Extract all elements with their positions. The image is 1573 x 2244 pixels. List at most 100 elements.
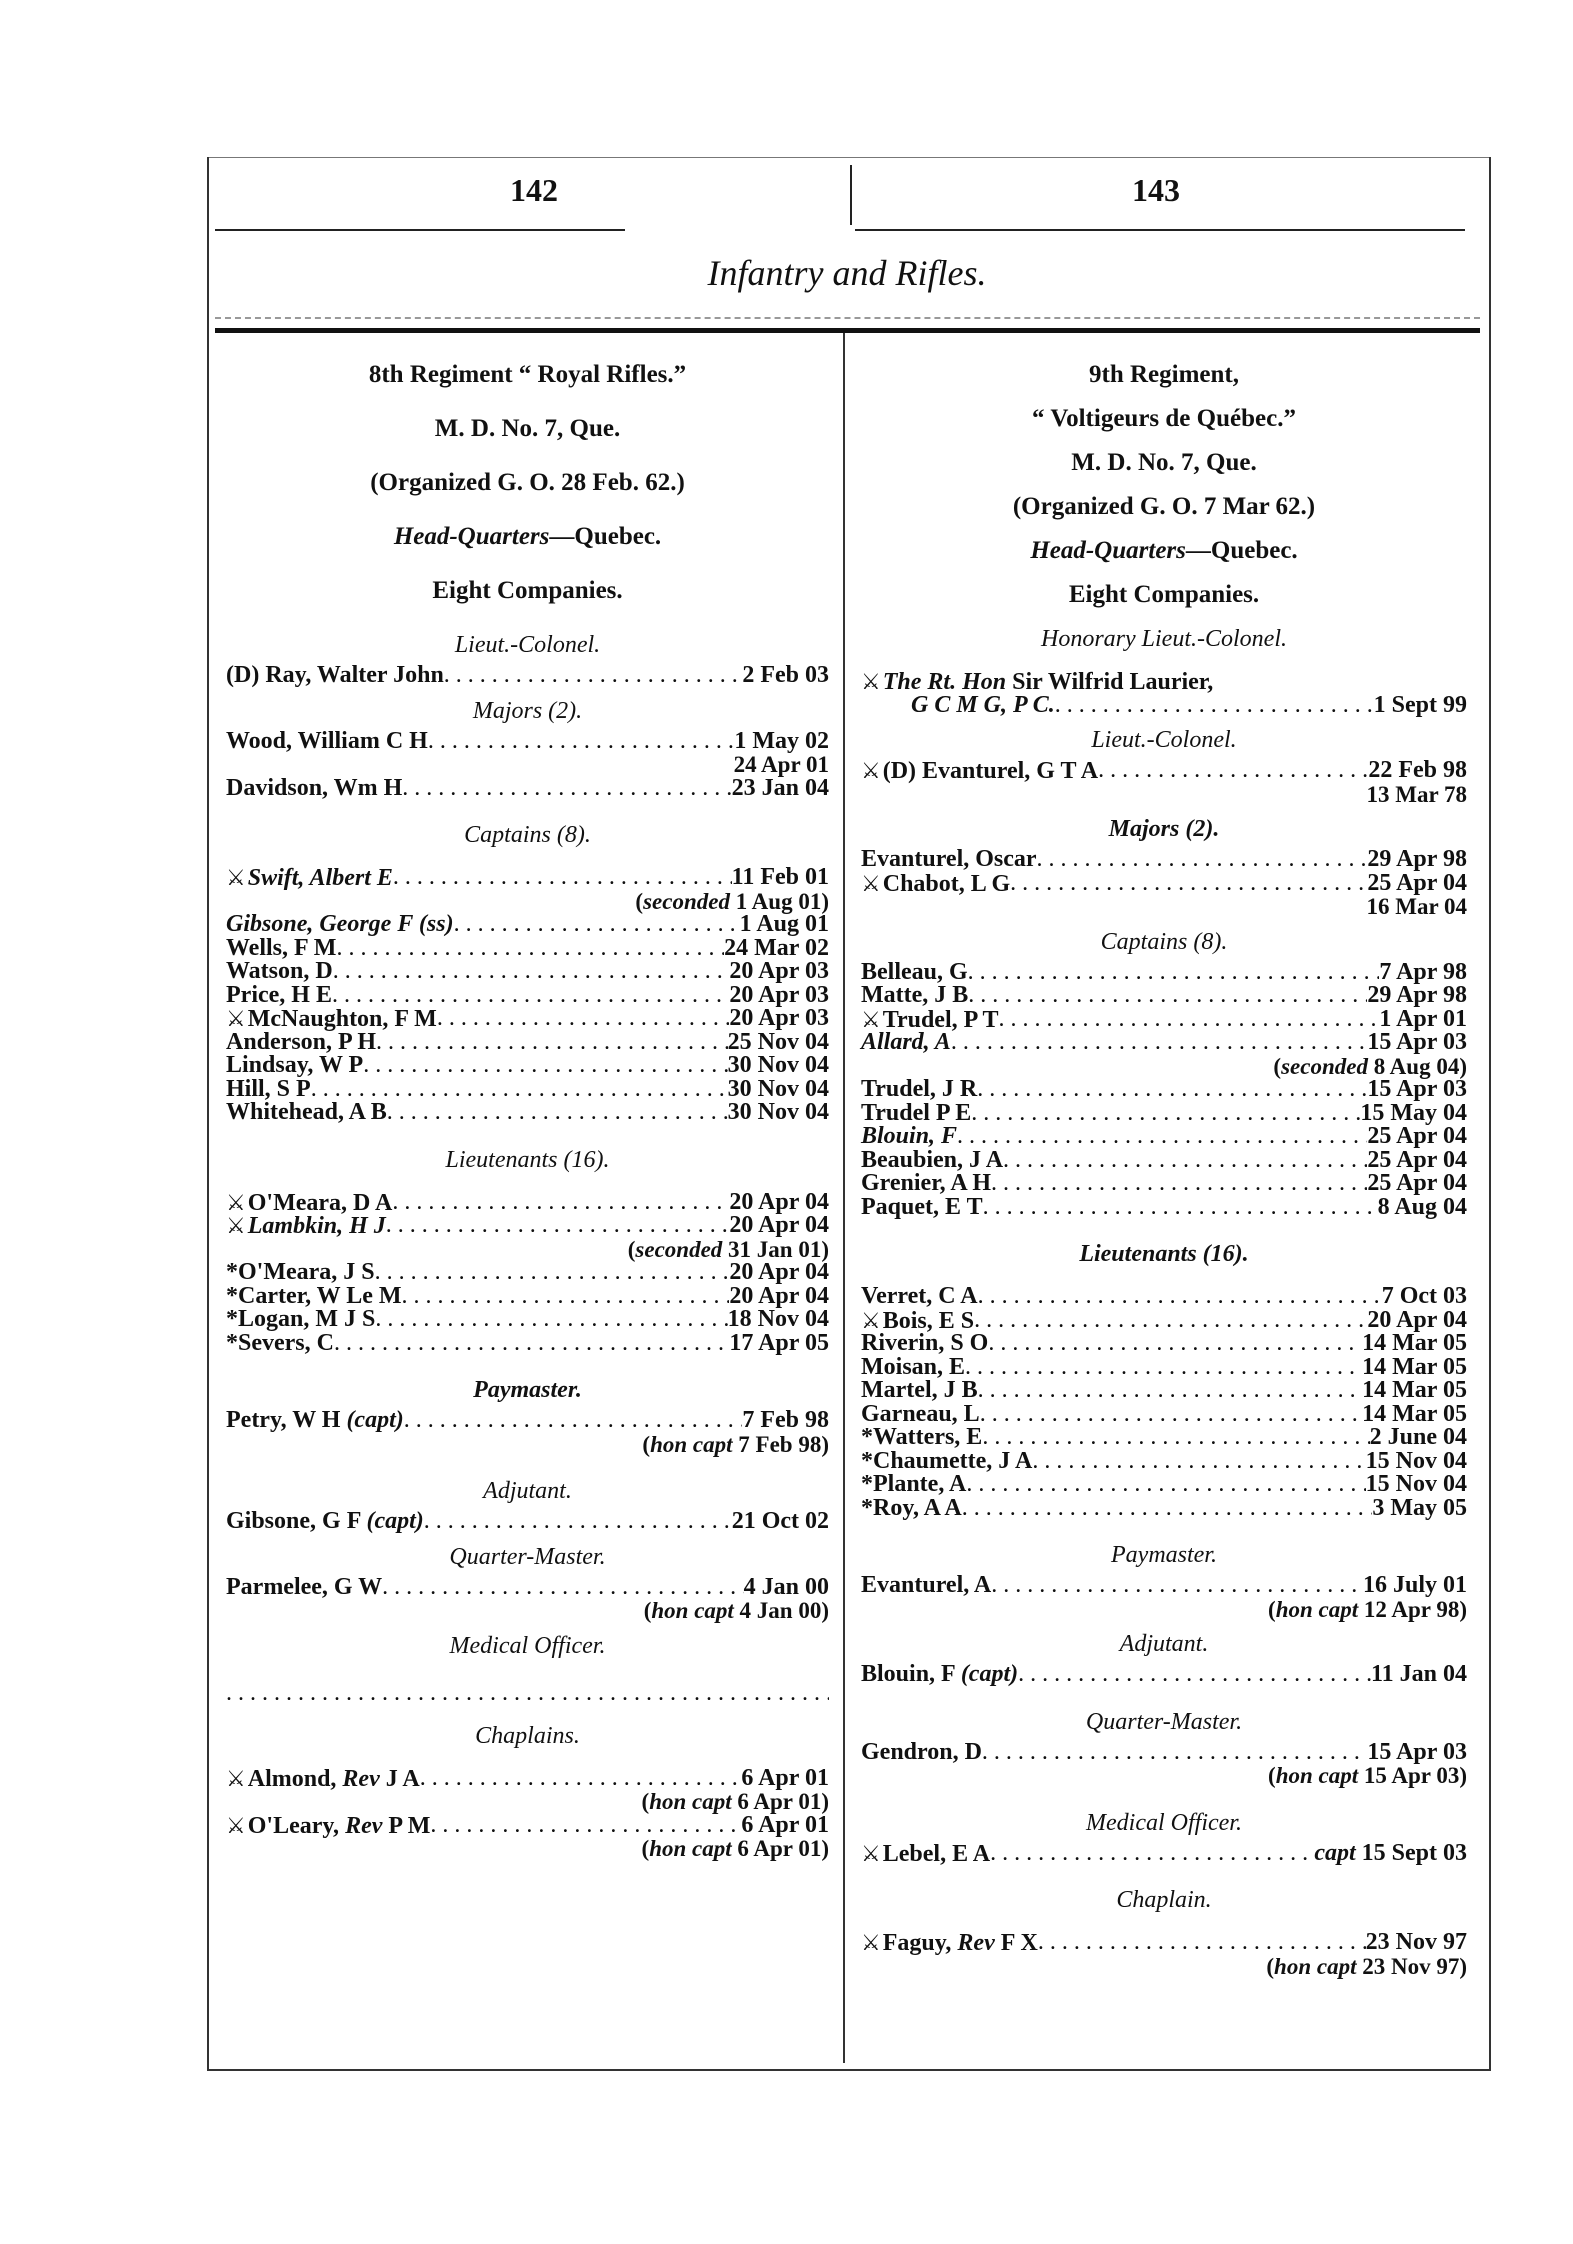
officer-entry: ⚔Faguy, Rev F X 23 Nov 97 (861, 1929, 1467, 1955)
commission-date: 14 Mar 05 (1362, 1331, 1467, 1356)
date-text: 2 June 04 (1369, 1424, 1467, 1450)
commission-date: 23 Nov 97 (1365, 1929, 1467, 1955)
crossed-swords-icon: ⚔ (861, 1006, 881, 1032)
date-text: 1 Aug 01 (739, 911, 829, 937)
text-segment: 8th (368, 361, 404, 388)
entry-note: (hon capt 7 Feb 98) (226, 1431, 829, 1457)
commission-date: 2 Feb 03 (742, 663, 829, 688)
officer-name: ⚔O'Leary, Rev P M (226, 1813, 430, 1837)
dot-leader (1032, 1450, 1365, 1474)
entry-note: (hon capt 15 Apr 03) (861, 1764, 1467, 1788)
text-segment: 6 Apr 01) (731, 1789, 829, 1814)
crossed-swords-icon: ⚔ (226, 1765, 246, 1791)
text-segment: Grenier, A H (861, 1170, 992, 1196)
commission-date: 15 Nov 04 (1366, 1449, 1467, 1474)
commission-date: 20 Apr 03 (729, 959, 829, 984)
officer-entry: ⚔Trudel, P T 1 Apr 01 (861, 1006, 1467, 1032)
officer-name: Wells, F M (226, 934, 337, 961)
text-segment: Wells, F M (226, 934, 337, 961)
commission-date: 15 Apr 03 (1367, 1740, 1467, 1765)
officer-name: ⚔Bois, E S (861, 1308, 974, 1332)
dot-leader (968, 961, 1380, 985)
text-segment: Swift, Albert E (247, 865, 393, 891)
crossed-swords-icon: ⚔ (226, 1213, 246, 1238)
date-text: 14 Mar 05 (1362, 1377, 1467, 1403)
date-text: 22 Feb 98 (1368, 757, 1467, 783)
commission-date: 3 May 05 (1372, 1494, 1467, 1521)
commission-date: 29 Apr 98 (1367, 847, 1467, 872)
entry-note: (hon capt 4 Jan 00) (226, 1599, 829, 1623)
date-text: 20 Apr 04 (729, 1212, 829, 1238)
text-segment: ( (627, 1236, 636, 1262)
officer-entry: ⚔Almond, Rev J A 6 Apr 01 (226, 1765, 829, 1792)
dot-leader (1037, 848, 1368, 872)
text-segment: Chabot, L G (882, 870, 1011, 897)
text-segment: Eight Companies. (1068, 581, 1260, 608)
date-text: 20 Apr 04 (729, 1188, 829, 1215)
text-segment: McNaughton, F M (247, 1006, 437, 1032)
rank-section-heading: Adjutant. (1119, 1631, 1209, 1657)
officer-entry: Davidson, Wm H 23 Jan 04 (226, 776, 829, 801)
text-segment: Belleau, G (861, 958, 968, 985)
crossed-swords-icon: ⚔ (861, 669, 881, 694)
dot-leader (1018, 1663, 1371, 1687)
officer-name: Belleau, G (861, 958, 968, 985)
officer-name: ⚔Swift, Albert E (226, 866, 393, 890)
officer-entry: Paquet, E T 8 Aug 04 (861, 1195, 1467, 1220)
commission-date: 2 June 04 (1369, 1424, 1467, 1450)
officer-entry: Verret, C A 7 Oct 03 (861, 1283, 1467, 1309)
dot-leader (1055, 694, 1374, 718)
date-text: 15 Apr 03 (1367, 1029, 1467, 1055)
dot-leader (336, 937, 724, 961)
officer-name: *Watters, E (861, 1425, 982, 1450)
regiment-heading-line: Head-Quarters—Quebec. (861, 528, 1467, 572)
officer-entry: Evanturel, A 16 July 01 (861, 1573, 1467, 1598)
dot-leader (375, 1308, 727, 1332)
text-segment: Lambkin, H J (247, 1213, 386, 1239)
text-segment: Watson, D (226, 958, 333, 984)
text-segment: M. D. No. 7, Que. (1071, 449, 1257, 476)
officer-entry: Gibsone, George F (ss) 1 Aug 01 (226, 911, 829, 937)
entry-note: (seconded 31 Jan 01) (226, 1236, 829, 1262)
commission-date: 24 Mar 02 (724, 936, 829, 961)
text-segment: seconded (635, 1236, 723, 1262)
dot-leader (999, 1008, 1380, 1032)
officer-name: Garneau, L (861, 1402, 980, 1427)
officer-name: Whitehead, A B (226, 1100, 387, 1125)
officer-entry: (D) Ray, Walter John 2 Feb 03 (226, 663, 829, 688)
officer-entry: Garneau, L 14 Mar 05 (861, 1402, 1467, 1427)
text-segment: Beaubien, J A (861, 1146, 1004, 1173)
officer-name: ⚔Almond, Rev J A (226, 1765, 420, 1792)
text-segment: *Carter, W Le M (226, 1282, 402, 1309)
date-text: 7 Oct 03 (1381, 1283, 1467, 1309)
officer-name: Parmelee, G W (226, 1575, 382, 1600)
crossed-swords-icon: ⚔ (861, 870, 881, 896)
dot-leader (424, 1510, 732, 1534)
dot-leader (332, 984, 729, 1008)
officer-name: Verret, C A (861, 1284, 978, 1309)
officer-name: *Roy, A A (861, 1496, 962, 1521)
officer-entry: *O'Meara, J S 20 Apr 04 (226, 1259, 829, 1285)
crossed-swords-icon: ⚔ (226, 865, 246, 890)
officer-name: ⚔Trudel, P T (861, 1006, 999, 1032)
text-segment: *O'Meara, J S (226, 1259, 375, 1285)
text-segment: 7 Feb 98) (732, 1431, 829, 1457)
text-segment: The Rt. Hon (882, 669, 1007, 695)
commission-date: 14 Mar 05 (1362, 1377, 1467, 1403)
commission-date: 1 Sept 99 (1374, 693, 1467, 718)
officer-entry: Martel, J B 14 Mar 05 (861, 1377, 1467, 1403)
date-text: 3 May 05 (1372, 1494, 1467, 1521)
text-segment: 4 Jan 00) (733, 1598, 829, 1623)
date-text: 25 Nov 04 (727, 1028, 829, 1055)
regiment-heading-line: Eight Companies. (226, 568, 829, 622)
dot-leader (454, 913, 740, 937)
officer-name: *Chaumette, J A (861, 1449, 1032, 1474)
crossed-swords-icon: ⚔ (226, 1006, 246, 1031)
date-text: 23 Nov 97 (1365, 1929, 1467, 1955)
text-segment: J A (379, 1765, 420, 1792)
date-text: 11 Feb 01 (731, 864, 829, 890)
officer-name: Petry, W H (capt) (226, 1408, 404, 1433)
commission-date: 6 Apr 01 (741, 1813, 829, 1838)
text-segment: —Quebec. (549, 523, 662, 550)
text-segment: Gibsone, George F (ss) (226, 911, 454, 937)
